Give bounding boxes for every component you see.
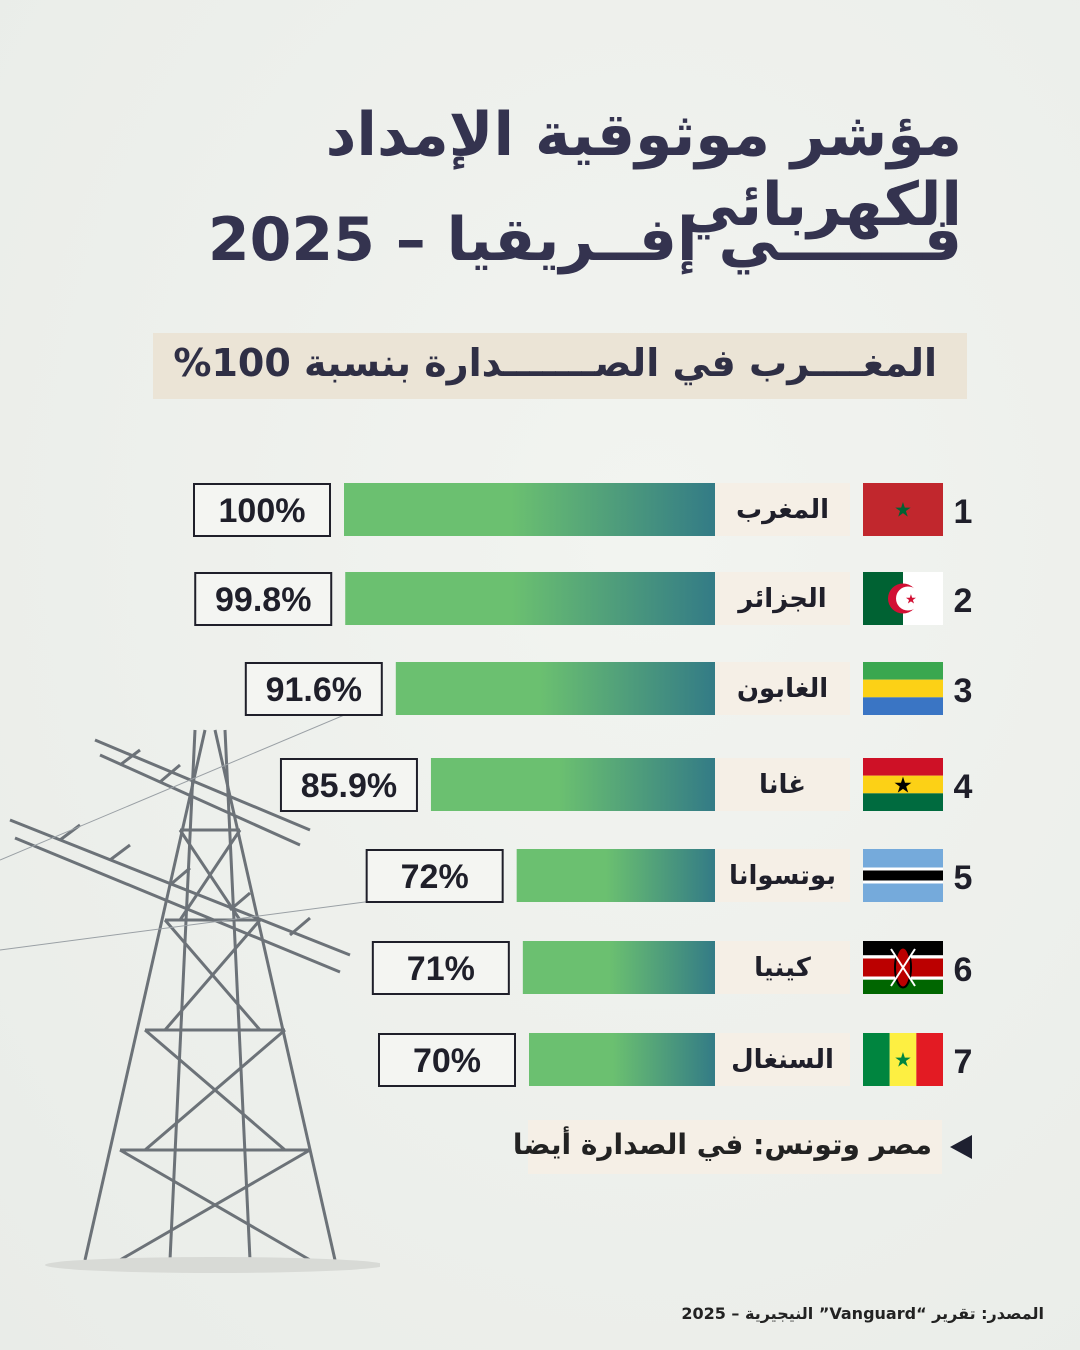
country-label-7: السنغال [731,1045,834,1075]
bar-3 [395,662,715,715]
flag-morocco-icon: ★ [863,483,943,536]
country-label-5: بوتسوانا [729,861,836,891]
flag-botswana-icon [863,849,943,902]
value-label-1: 100% [219,492,306,530]
svg-text:★: ★ [893,774,913,799]
rank-label-5: 5 [954,859,973,897]
rank-label-6: 6 [954,951,973,989]
svg-text:★: ★ [905,593,917,608]
flag-kenya-icon [863,941,943,994]
rank-label-7: 7 [954,1043,973,1081]
country-label-box-7 [715,1033,850,1086]
country-label-box-3 [715,662,850,715]
value-label-box-5 [365,849,504,903]
flag-algeria-icon: ★ [863,572,943,625]
country-label-box-1 [715,483,850,536]
value-label-box-1 [193,483,331,537]
country-label-box-2 [715,572,850,625]
svg-text:★: ★ [894,498,912,522]
chart-title-line2: فـــــــي إفــريقيا – 2025 [207,205,962,275]
bar-5 [516,849,715,902]
source-text: المصدر: تقرير “Vanguard” النيجيرية – 202… [681,1304,1044,1323]
value-label-box-7 [378,1033,516,1087]
country-label-2: الجزائر [736,584,826,614]
country-label-4: غانا [759,770,806,800]
note-text: مصر وتونس: في الصدارة أيضا [512,1128,932,1161]
flag-senegal-icon: ★ [863,1033,943,1086]
flag-ghana-icon: ★ [863,758,943,811]
bar-1 [344,483,715,536]
rank-label-4: 4 [954,768,973,806]
chart-title-line1: مؤشر موثوقية الإمداد الكهربائي [325,100,962,240]
bar-4 [430,758,715,811]
bar-7 [529,1033,715,1086]
country-label-3: الغابون [737,674,828,704]
country-label-box-6 [715,941,850,994]
flag-gabon-icon [863,662,943,715]
value-label-6: 71% [407,950,475,988]
bar-2 [345,572,715,625]
rank-label-2: 2 [954,582,973,620]
value-label-5: 72% [401,858,469,896]
value-label-box-3 [244,662,383,716]
power-pylon-icon [0,699,380,1273]
country-label-box-5 [715,849,850,902]
value-label-7: 70% [413,1042,481,1080]
subtitle-banner: المغــــرب في الصـــــــدارة بنسبة 100% [153,333,967,399]
value-label-2: 99.8% [215,581,311,619]
country-label-1: المغرب [736,495,829,525]
value-label-4: 85.9% [301,767,397,805]
value-label-box-2 [194,572,333,626]
value-label-box-6 [371,941,510,995]
value-label-3: 91.6% [266,671,362,709]
triangle-left-icon [950,1135,972,1159]
rank-label-1: 1 [954,493,973,531]
note-banner: مصر وتونس: في الصدارة أيضا [513,1120,942,1174]
rank-label-3: 3 [954,672,973,710]
subtitle-text: المغــــرب في الصـــــــدارة بنسبة 100% [173,341,937,385]
value-label-box-4 [279,758,418,812]
country-label-box-4 [715,758,850,811]
country-label-6: كينيا [754,953,812,983]
svg-text:★: ★ [894,1048,912,1072]
bar-6 [522,941,715,994]
